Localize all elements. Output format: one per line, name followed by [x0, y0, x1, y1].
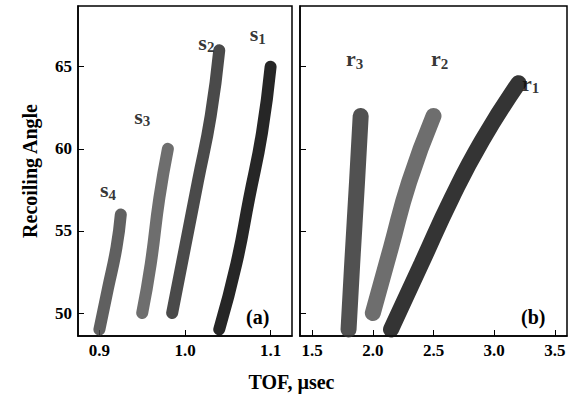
- svg-text:2.5: 2.5: [423, 341, 444, 360]
- svg-text:s: s: [99, 177, 109, 203]
- svg-text:0.9: 0.9: [89, 341, 110, 360]
- svg-text:60: 60: [55, 139, 72, 158]
- svg-text:1.1: 1.1: [260, 341, 281, 360]
- svg-text:r: r: [431, 46, 441, 71]
- svg-text:(a): (a): [246, 306, 269, 329]
- svg-text:65: 65: [55, 57, 72, 76]
- svg-text:2.0: 2.0: [362, 341, 383, 360]
- svg-text:s: s: [134, 103, 143, 129]
- svg-text:Recoiling Angle: Recoiling Angle: [19, 104, 42, 238]
- svg-text:1: 1: [258, 31, 266, 47]
- svg-text:(b): (b): [521, 306, 545, 329]
- svg-text:1.0: 1.0: [174, 341, 195, 360]
- svg-text:s: s: [249, 21, 259, 47]
- svg-text:50: 50: [55, 304, 72, 323]
- svg-text:r: r: [346, 46, 356, 71]
- svg-text:3: 3: [356, 56, 364, 72]
- svg-text:3.5: 3.5: [544, 341, 565, 360]
- svg-text:3: 3: [143, 113, 151, 129]
- svg-text:2: 2: [441, 56, 449, 72]
- svg-text:55: 55: [55, 221, 72, 240]
- svg-text:4: 4: [108, 187, 116, 203]
- svg-text:r: r: [522, 70, 532, 96]
- svg-text:3.0: 3.0: [484, 341, 505, 360]
- svg-text:TOF, µsec: TOF, µsec: [249, 371, 335, 394]
- svg-text:1.5: 1.5: [302, 341, 323, 360]
- svg-text:1: 1: [532, 80, 540, 96]
- html-text:s2: s2: [198, 29, 215, 56]
